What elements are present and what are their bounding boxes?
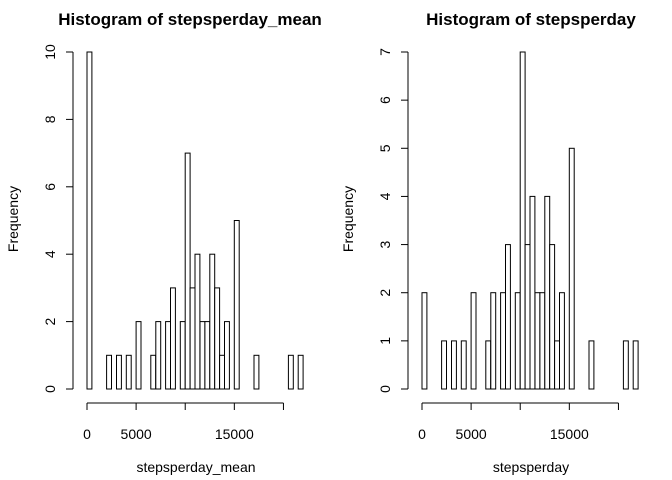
right-y-tick-label: 6	[377, 96, 393, 104]
left-axes-group: 0 2 4 6 8 10 0 5000 15000	[42, 44, 284, 442]
left-histogram-panel: Histogram of stepsperday_mean stepsperda…	[5, 10, 322, 475]
right-chart-title: Histogram of stepsperday	[426, 10, 636, 29]
left-histogram-bar	[253, 354, 260, 390]
left-histogram-bar	[233, 220, 240, 390]
left-histogram-bar	[184, 152, 191, 390]
right-bars-group	[421, 51, 639, 390]
left-y-tick-label: 0	[42, 385, 58, 393]
left-x-tick-label: 0	[83, 426, 91, 442]
left-histogram-bar	[214, 287, 221, 390]
left-histogram-bar	[116, 354, 122, 390]
left-histogram-bar	[204, 321, 211, 390]
left-histogram-bar	[189, 287, 196, 390]
left-x-tick-label: 5000	[121, 426, 152, 442]
left-x-tick-label: 15000	[215, 426, 254, 442]
right-histogram-bar	[534, 292, 541, 390]
right-x-tick-label: 15000	[550, 426, 589, 442]
right-histogram-bar	[451, 340, 457, 390]
right-histogram-bar	[490, 292, 497, 390]
left-histogram-bar	[287, 354, 294, 390]
right-histogram-bar	[559, 292, 565, 390]
left-y-tick-label: 6	[42, 183, 58, 191]
left-y-axis-label: Frequency	[5, 186, 21, 252]
right-x-tick-label: 5000	[456, 426, 487, 442]
left-y-tick-label: 4	[42, 250, 58, 258]
left-x-axis-label: stepsperday_mean	[136, 459, 255, 475]
left-histogram-bar	[199, 321, 206, 390]
right-histogram-bar	[632, 340, 639, 390]
right-y-tick-label: 1	[377, 337, 393, 345]
right-histogram-bar	[500, 292, 507, 390]
right-y-tick-label: 5	[377, 144, 393, 152]
right-axes-group: 0 1 2 3 4 5 6 7 0 5000 15000	[377, 48, 619, 442]
right-histogram-bar	[539, 292, 546, 390]
right-y-tick-label: 0	[377, 385, 393, 393]
right-y-tick-label: 7	[377, 48, 393, 56]
right-histogram-bar	[529, 195, 536, 390]
left-histogram-bar	[155, 321, 162, 390]
right-y-tick-label: 3	[377, 240, 393, 248]
right-histogram-bar	[549, 244, 556, 390]
left-histogram-bar	[86, 51, 93, 390]
right-y-tick-label: 4	[377, 192, 393, 200]
left-histogram-bar	[150, 354, 157, 390]
left-bars-group	[86, 51, 304, 390]
left-histogram-bar	[219, 354, 226, 390]
left-y-tick-label: 2	[42, 317, 58, 325]
right-histogram-bar	[485, 340, 492, 390]
left-chart-title: Histogram of stepsperday_mean	[58, 10, 322, 29]
right-x-axis-label: stepsperday	[493, 459, 569, 475]
left-histogram-bar	[135, 321, 142, 390]
left-histogram-bar	[224, 321, 230, 390]
left-histogram-bar	[209, 253, 216, 390]
right-histogram-bar	[524, 244, 531, 390]
right-histogram-bar	[622, 340, 629, 390]
left-histogram-bar	[165, 321, 172, 390]
left-y-tick-label: 10	[42, 44, 58, 60]
left-histogram-bar	[170, 287, 176, 390]
right-y-tick-label: 2	[377, 289, 393, 297]
left-histogram-bar	[106, 354, 112, 390]
left-histogram-bar	[125, 354, 132, 390]
right-histogram-bar	[568, 147, 575, 390]
right-histogram-bar	[441, 340, 448, 390]
right-histogram-bar	[588, 340, 595, 390]
right-histogram-bar	[519, 51, 526, 390]
right-histogram-bar	[470, 292, 477, 390]
left-y-tick-label: 8	[42, 115, 58, 123]
right-x-tick-label: 0	[418, 426, 426, 442]
right-histogram-panel: Histogram of stepsperday stepsperday Fre…	[340, 10, 639, 475]
right-y-axis-label: Frequency	[340, 186, 356, 252]
right-histogram-bar	[421, 292, 428, 390]
right-histogram-bar	[514, 292, 521, 390]
right-histogram-bar	[544, 195, 551, 390]
right-histogram-bar	[460, 340, 467, 390]
right-histogram-bar	[554, 340, 560, 390]
right-histogram-bar	[505, 244, 511, 390]
left-histogram-bar	[297, 354, 304, 390]
left-histogram-bar	[194, 253, 201, 390]
left-histogram-bar	[179, 321, 186, 390]
